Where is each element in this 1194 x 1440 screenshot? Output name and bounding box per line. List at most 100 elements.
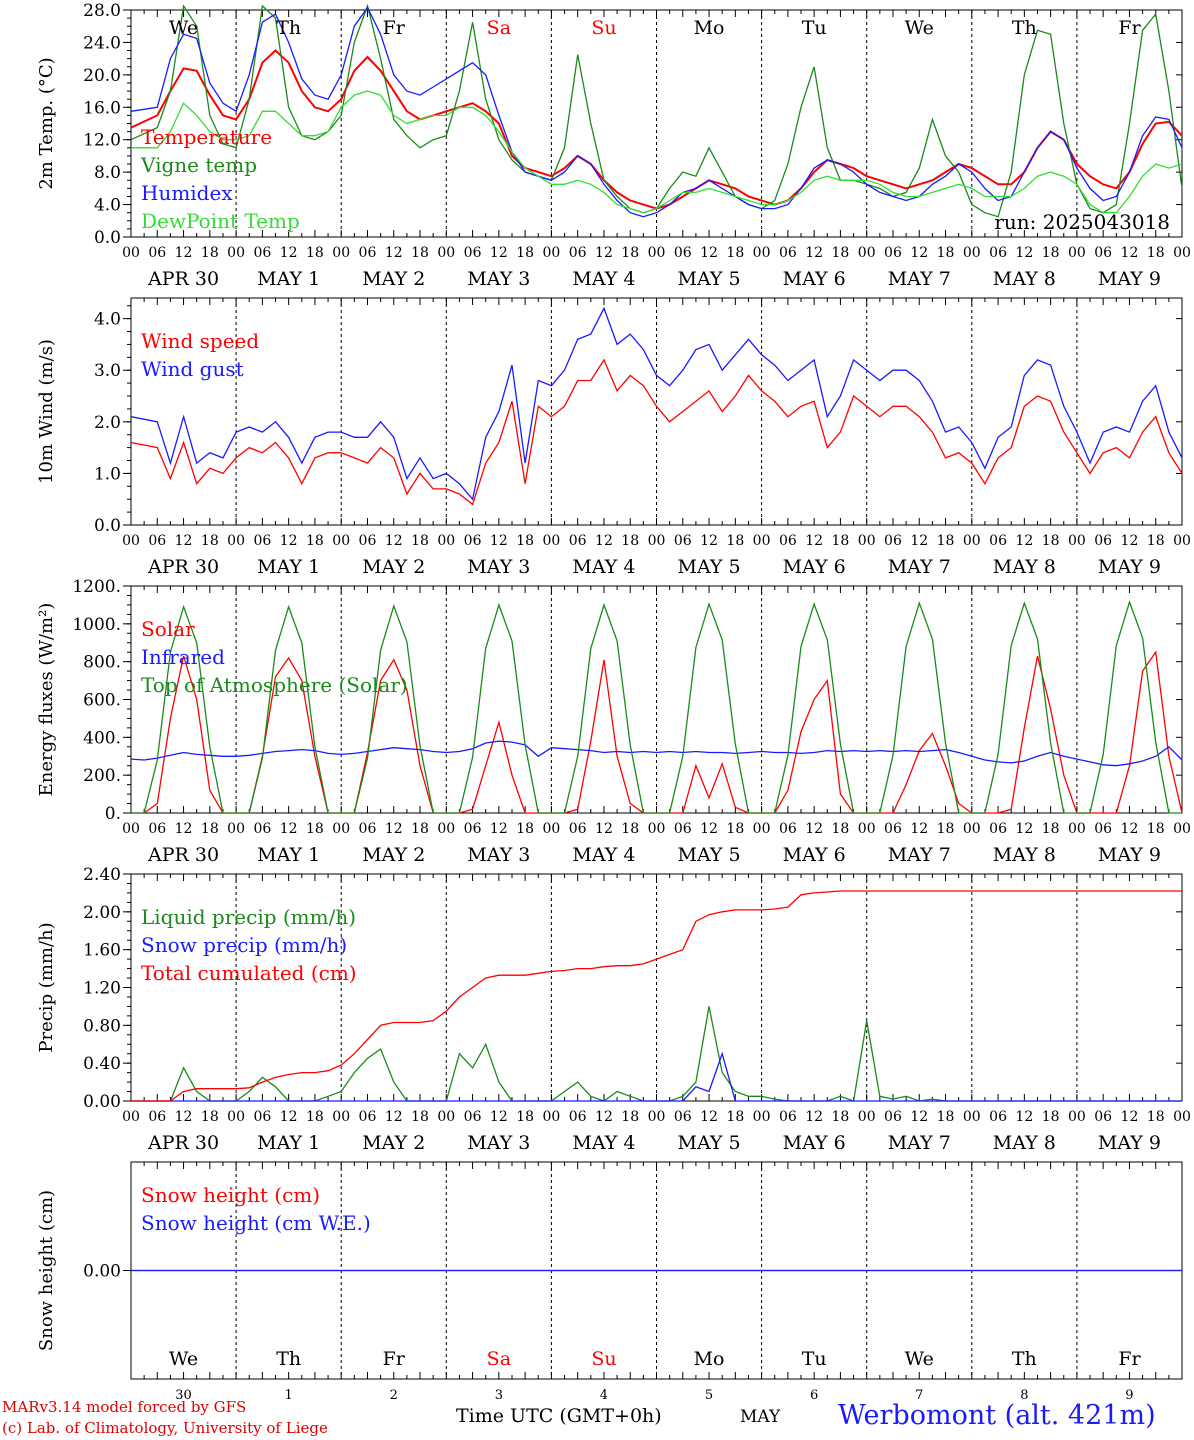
x-hour-label: 00	[542, 533, 560, 549]
day-name-label: Fr	[1118, 1348, 1141, 1370]
x-hour-label: 06	[779, 245, 797, 261]
x-hour-label: 18	[832, 821, 850, 837]
x-date-label: MAY 6	[783, 556, 846, 578]
x-hour-label: 12	[175, 821, 193, 837]
x-hour-label: 06	[674, 821, 692, 837]
day-number-label: 1	[285, 1388, 293, 1403]
x-hour-label: 00	[227, 533, 245, 549]
chart-panel-5: 0.00 Snow height (cm) Snow height (cm) Snow…	[36, 1161, 1183, 1403]
day-name-label: Th	[1012, 1348, 1037, 1370]
x-hour-label: 00	[858, 1109, 876, 1125]
x-date-label: MAY 8	[993, 268, 1056, 290]
x-hour-label: 00	[1068, 245, 1086, 261]
x-date-label: MAY 1	[257, 844, 320, 866]
x-date-label: APR 30	[147, 268, 219, 290]
x-hour-label: 00	[122, 821, 140, 837]
x-hour-label: 06	[884, 821, 902, 837]
x-hour-label: 12	[595, 821, 613, 837]
day-number-label: 3	[495, 1388, 503, 1403]
day-name-label: Su	[591, 1348, 616, 1370]
x-hour-label: 00	[542, 821, 560, 837]
series-line-dewpoint-temp	[131, 90, 1183, 214]
y-tick-label: 800.	[83, 653, 121, 673]
day-number-label: 6	[810, 1388, 818, 1403]
x-hour-label: 18	[1147, 821, 1165, 837]
y-tick-label: 2.0	[94, 413, 121, 433]
x-hour-label: 00	[437, 533, 455, 549]
y-tick-label: 0.	[105, 804, 121, 824]
x-hour-label: 12	[280, 533, 298, 549]
x-hour-label: 12	[595, 1109, 613, 1125]
y-axis-label: Snow height (cm)	[36, 1190, 57, 1351]
x-hour-label: 12	[385, 533, 403, 549]
day-name-label: We	[905, 1348, 934, 1370]
x-hour-label: 18	[937, 533, 955, 549]
day-name-label: Mo	[694, 1348, 725, 1370]
day-number-label: 8	[1020, 1388, 1028, 1403]
x-hour-label: 00	[648, 245, 666, 261]
y-tick-label: 0.0	[94, 516, 121, 536]
x-hour-label: 18	[201, 821, 219, 837]
day-name-label: We	[905, 17, 934, 39]
day-name-label: Th	[1012, 17, 1037, 39]
x-hour-label: 12	[1015, 245, 1033, 261]
y-tick-label: 200.	[83, 766, 121, 786]
day-name-label: Fr	[383, 1348, 406, 1370]
legend-entry: Total cumulated (cm)	[141, 961, 357, 985]
x-hour-label: 12	[280, 821, 298, 837]
x-hour-label: 06	[148, 533, 166, 549]
x-hour-label: 00	[963, 1109, 981, 1125]
x-hour-label: 06	[359, 533, 377, 549]
x-hour-label: 06	[253, 821, 271, 837]
x-hour-label: 06	[253, 245, 271, 261]
x-hour-label: 00	[1173, 821, 1191, 837]
x-hour-label: 18	[306, 821, 324, 837]
day-name-label: Su	[591, 17, 616, 39]
x-hour-label: 18	[411, 1109, 429, 1125]
series-line-wind-gust	[130, 306, 1183, 501]
lab-credit: (c) Lab. of Climatology, University of L…	[2, 1419, 328, 1437]
y-axis-label: 2m Temp. (°C)	[36, 57, 57, 189]
x-date-label: MAY 1	[257, 556, 320, 578]
x-hour-label: 00	[648, 1109, 666, 1125]
legend-entry: Vigne temp	[140, 153, 257, 177]
legend-entry: Top of Atmosphere (Solar)	[141, 673, 408, 697]
y-tick-label: 0.40	[83, 1054, 121, 1074]
x-hour-label: 06	[569, 533, 587, 549]
y-tick-label: 1.20	[83, 979, 121, 999]
x-hour-label: 06	[464, 245, 482, 261]
x-hour-label: 18	[1147, 245, 1165, 261]
legend-entry: Liquid precip (mm/h)	[141, 905, 356, 929]
chart-panel-2: 0.0 1.0 2.0 3.0 4.0 10m Wind (m/s) 00 06 12 18 00 0…	[36, 297, 1191, 578]
x-hour-label: 18	[201, 533, 219, 549]
x-hour-label: 00	[437, 245, 455, 261]
x-hour-label: 00	[227, 245, 245, 261]
x-hour-label: 06	[989, 821, 1007, 837]
x-hour-label: 18	[832, 533, 850, 549]
chart-panel-3: 0. 200. 400. 600. 800. 1000. 1200. Energy fluxe…	[36, 577, 1191, 866]
x-hour-label: 06	[464, 1109, 482, 1125]
station-label: Werbomont (alt. 421m)	[838, 1400, 1156, 1431]
x-hour-label: 18	[937, 821, 955, 837]
x-hour-label: 00	[1068, 1109, 1086, 1125]
legend-entry: Snow precip (mm/h)	[141, 933, 347, 957]
series-line-top-of-atmosphere-solar-	[131, 600, 1182, 814]
x-date-label: MAY 3	[467, 1132, 530, 1154]
x-hour-label: 18	[1042, 533, 1060, 549]
x-hour-label: 18	[1147, 533, 1165, 549]
x-hour-label: 00	[963, 821, 981, 837]
x-date-label: MAY 2	[362, 268, 425, 290]
x-hour-label: 12	[595, 245, 613, 261]
x-hour-label: 18	[516, 821, 534, 837]
legend-entry: Wind speed	[141, 329, 259, 353]
series-line-snow-precip-mm-h-	[131, 1051, 1182, 1102]
x-hour-label: 06	[779, 821, 797, 837]
x-hour-label: 00	[332, 533, 350, 549]
x-hour-label: 06	[989, 245, 1007, 261]
x-hour-label: 06	[1094, 1109, 1112, 1125]
x-hour-label: 06	[989, 533, 1007, 549]
x-hour-label: 06	[569, 245, 587, 261]
y-tick-label: 0.00	[83, 1262, 121, 1282]
x-hour-label: 06	[1094, 533, 1112, 549]
x-hour-label: 06	[148, 1109, 166, 1125]
